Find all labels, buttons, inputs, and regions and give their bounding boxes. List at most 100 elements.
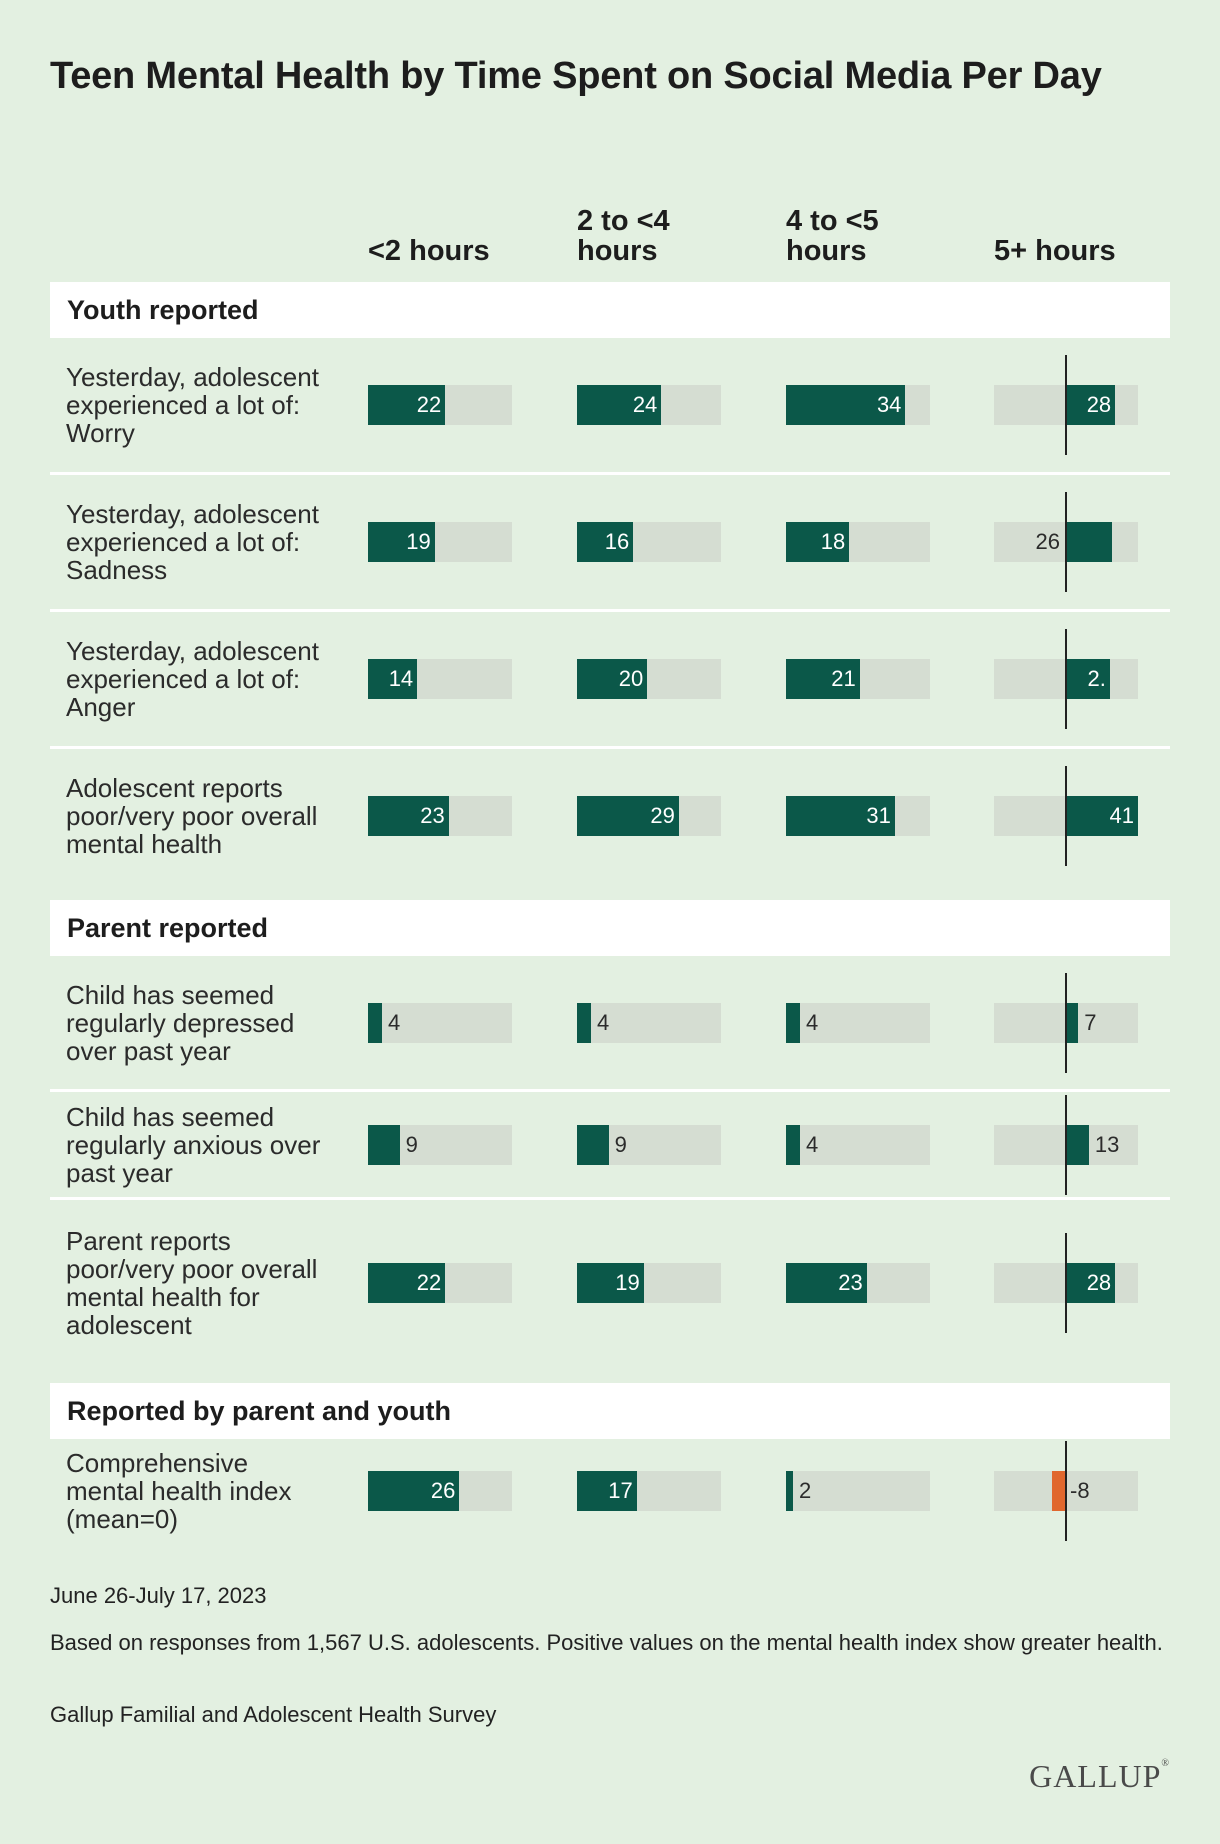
data-label: 41 bbox=[1109, 803, 1134, 828]
bar bbox=[368, 1471, 460, 1511]
bar bbox=[786, 1002, 801, 1043]
bar-track: 34 bbox=[786, 385, 930, 425]
data-label: 23 bbox=[420, 803, 445, 828]
zero-line bbox=[1065, 629, 1067, 729]
data-label: 4 bbox=[388, 1009, 401, 1035]
data-label: 13 bbox=[1094, 1131, 1120, 1157]
bar bbox=[577, 796, 679, 836]
bar bbox=[1066, 1263, 1116, 1303]
bar bbox=[1066, 1002, 1079, 1043]
column-header: <2 hours bbox=[368, 200, 558, 266]
data-label: 4 bbox=[806, 1131, 819, 1157]
bar-track: 4 bbox=[786, 1124, 930, 1165]
row-label: Yesterday, adolescent experienced a lot … bbox=[66, 499, 319, 585]
bar bbox=[577, 1263, 644, 1303]
data-label: 9 bbox=[614, 1131, 627, 1157]
bar bbox=[368, 385, 446, 425]
data-label: 22 bbox=[416, 1270, 442, 1295]
gallup-logo: GALLUP® bbox=[1029, 1758, 1170, 1794]
zero-line bbox=[1065, 492, 1067, 592]
bar-track: 20 bbox=[577, 659, 721, 699]
bar-track: 23 bbox=[368, 796, 512, 836]
row-label: Child has seemed regularly anxious over … bbox=[66, 1101, 321, 1188]
row-label: Yesterday, adolescent experienced a lot … bbox=[66, 362, 319, 448]
zero-line bbox=[1065, 766, 1067, 866]
bar bbox=[786, 385, 906, 425]
bar-track: 31 bbox=[786, 796, 930, 836]
row-label: Parent reports poor/very poor overall me… bbox=[66, 1226, 318, 1340]
bar-track: 22 bbox=[368, 1263, 512, 1303]
column-header: 4 to <5 hours bbox=[786, 200, 976, 266]
bar-track: 19 bbox=[577, 1263, 721, 1303]
data-label: 4 bbox=[597, 1009, 610, 1035]
bar-track: 9 bbox=[577, 1124, 721, 1165]
section-header: Parent reported bbox=[50, 900, 1170, 956]
data-label: 23 bbox=[838, 1270, 863, 1295]
data-label: 29 bbox=[650, 803, 675, 828]
bar bbox=[368, 522, 435, 562]
row-divider bbox=[50, 472, 1170, 475]
bar-track: 9 bbox=[368, 1124, 512, 1165]
row-label: Comprehensive mental health index (mean=… bbox=[66, 1448, 292, 1534]
bar bbox=[1066, 659, 1110, 699]
bar bbox=[786, 1471, 794, 1511]
row-label: Adolescent reports poor/very poor overal… bbox=[66, 773, 318, 859]
bar bbox=[368, 1124, 400, 1165]
bar bbox=[786, 796, 895, 836]
bar bbox=[577, 1124, 609, 1165]
row-divider bbox=[50, 1197, 1170, 1200]
bar-track: 22 bbox=[368, 385, 512, 425]
bar bbox=[786, 1124, 801, 1165]
column-header-text: 4 to <5 hours bbox=[786, 205, 879, 267]
data-label: 4 bbox=[806, 1009, 819, 1035]
data-label: 17 bbox=[608, 1478, 633, 1503]
bar bbox=[1066, 385, 1116, 425]
data-label: 34 bbox=[876, 392, 902, 417]
bar-track: 4 bbox=[368, 1002, 512, 1043]
bar bbox=[368, 659, 418, 699]
data-label: 19 bbox=[406, 529, 431, 554]
footer-date: June 26-July 17, 2023 bbox=[50, 1583, 267, 1608]
bar bbox=[577, 659, 648, 699]
data-label: 20 bbox=[618, 666, 644, 691]
gallup-logo-text: GALLUP bbox=[1029, 1758, 1162, 1794]
data-label: 22 bbox=[416, 392, 442, 417]
bar-track: 4 bbox=[577, 1002, 721, 1043]
bar-track: 29 bbox=[577, 796, 721, 836]
data-label: -8 bbox=[1070, 1478, 1090, 1503]
bar-track: 23 bbox=[786, 1263, 930, 1303]
column-header-text: <2 hours bbox=[368, 235, 490, 267]
footer-note: Based on responses from 1,567 U.S. adole… bbox=[50, 1630, 1163, 1655]
bar bbox=[368, 1263, 446, 1303]
bar bbox=[577, 1471, 637, 1511]
bar-track: 19 bbox=[368, 522, 512, 562]
bar bbox=[1066, 522, 1112, 562]
data-label: 7 bbox=[1084, 1009, 1097, 1035]
zero-line bbox=[1065, 1441, 1067, 1541]
bar bbox=[1051, 1471, 1066, 1511]
column-header: 5+ hours bbox=[994, 200, 1184, 266]
column-header: 2 to <4 hours bbox=[577, 200, 767, 266]
bar bbox=[786, 522, 850, 562]
data-label: 24 bbox=[632, 392, 658, 417]
data-label: 9 bbox=[405, 1131, 418, 1157]
bar bbox=[577, 385, 662, 425]
data-label: 28 bbox=[1086, 1270, 1112, 1295]
bar-track: 24 bbox=[577, 385, 721, 425]
bar-track: 14 bbox=[368, 659, 512, 699]
data-label: 18 bbox=[820, 529, 846, 554]
bar bbox=[368, 796, 449, 836]
section-header: Youth reported bbox=[50, 282, 1170, 338]
data-label: 14 bbox=[388, 666, 414, 691]
bar-track: 17 bbox=[577, 1471, 721, 1511]
row-label: Yesterday, adolescent experienced a lot … bbox=[66, 636, 319, 722]
data-label: 28 bbox=[1086, 392, 1112, 417]
zero-line bbox=[1065, 355, 1067, 455]
bar-track: 26 bbox=[368, 1471, 512, 1511]
data-label: 2. bbox=[1087, 666, 1106, 691]
bar bbox=[368, 1002, 383, 1043]
bar-track: 16 bbox=[577, 522, 721, 562]
chart-title: Teen Mental Health by Time Spent on Soci… bbox=[50, 55, 1102, 97]
row-label: Child has seemed regularly depressed ove… bbox=[66, 979, 295, 1066]
data-label: 21 bbox=[831, 666, 856, 691]
